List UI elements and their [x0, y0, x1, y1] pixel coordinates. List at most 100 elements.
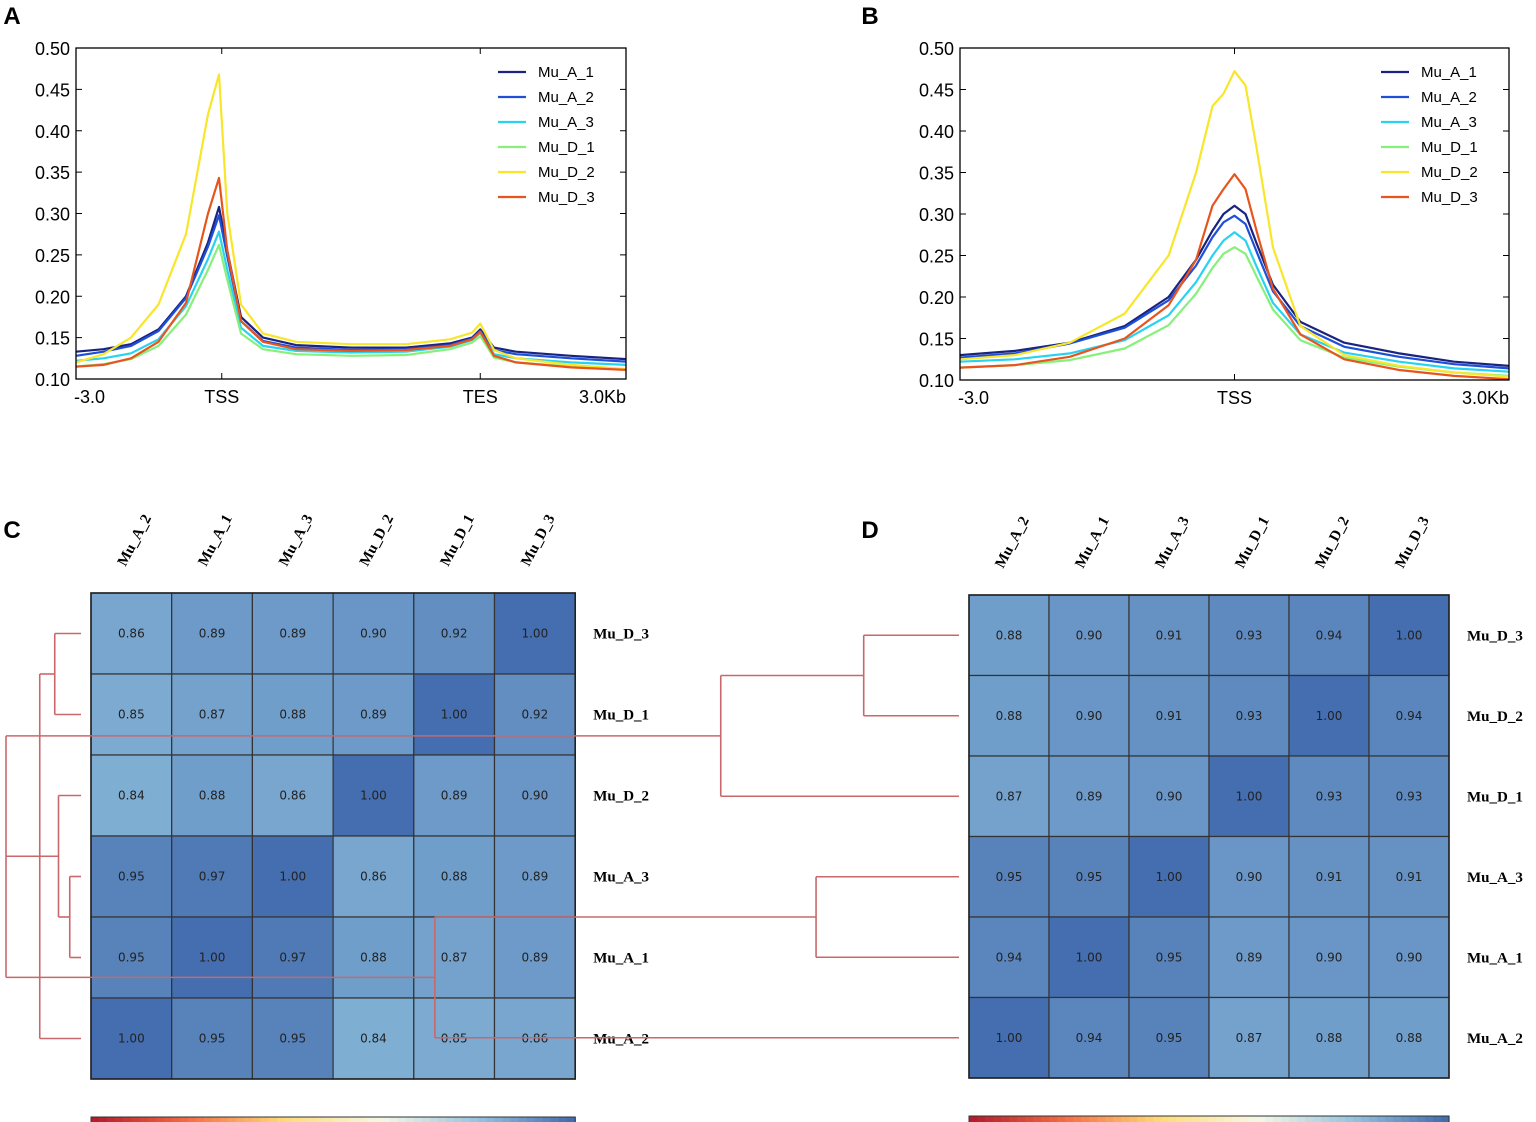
colorbar-segment — [534, 1117, 544, 1122]
colorbar-segment — [454, 1117, 463, 1122]
y-tick-label: 0.25 — [35, 246, 70, 266]
y-tick-label: 0.50 — [35, 39, 70, 59]
column-label: Mu_A_3 — [1152, 514, 1192, 571]
colorbar-segment — [478, 1117, 488, 1122]
colorbar-segment — [203, 1117, 213, 1122]
heatmap-cell — [968, 835, 1050, 918]
heatmap-cell-value: 0.89 — [199, 627, 226, 641]
y-tick-label: 0.10 — [919, 371, 954, 391]
x-tick-label: 3.0Kb — [1462, 388, 1509, 408]
colorbar-segment — [1185, 1116, 1194, 1122]
heatmap-cell-value: 1.00 — [996, 1031, 1023, 1045]
heatmap-cell — [1048, 674, 1130, 757]
heatmap-cell-value: 0.88 — [1396, 1031, 1423, 1045]
row-label: Mu_D_2 — [1467, 709, 1523, 725]
heatmap-cell — [1048, 755, 1130, 838]
row-label: Mu_A_3 — [593, 870, 649, 886]
heatmap-cell-value: 0.90 — [1076, 709, 1103, 723]
heatmap-cell-value: 0.90 — [1076, 628, 1103, 642]
heatmap-cell-value: 0.93 — [1396, 789, 1423, 803]
colorbar-segment — [139, 1117, 149, 1122]
colorbar-segment — [220, 1117, 229, 1122]
heatmap-cell-value: 0.88 — [1316, 1031, 1343, 1045]
legend-label: Mu_D_2 — [1421, 164, 1478, 181]
heatmap-cell — [171, 592, 253, 675]
colorbar-segment — [325, 1117, 334, 1122]
column-label: Mu_D_1 — [1232, 514, 1272, 571]
colorbar-segment — [462, 1117, 471, 1122]
heatmap-cell — [413, 835, 496, 918]
colorbar-segment — [1065, 1116, 1074, 1122]
colorbar-segment — [1409, 1116, 1418, 1122]
colorbar-segment — [1177, 1116, 1186, 1122]
heatmap-cell-value: 0.88 — [441, 870, 468, 884]
y-tick-label: 0.40 — [919, 122, 954, 142]
legend-label: Mu_D_3 — [1421, 189, 1478, 206]
heatmap-cell-value: 0.95 — [996, 870, 1023, 884]
colorbar-segment — [1129, 1116, 1138, 1122]
row-label: Mu_A_2 — [593, 1032, 649, 1048]
colorbar-segment — [486, 1117, 496, 1122]
colorbar-segment — [260, 1117, 270, 1122]
heatmap-cell-value: 0.89 — [279, 627, 306, 641]
colorbar-segment — [397, 1117, 407, 1122]
column-label: Mu_A_1 — [1072, 514, 1112, 571]
colorbar-segment — [1321, 1116, 1330, 1122]
x-tick-label: TES — [463, 387, 498, 407]
y-tick-label: 0.50 — [919, 39, 954, 59]
heatmap-cell-value: 0.89 — [521, 951, 548, 965]
heatmap-cell-value: 1.00 — [118, 1032, 145, 1046]
heatmap-cell — [1288, 594, 1370, 677]
colorbar-segment — [1273, 1116, 1282, 1122]
colorbar-segment — [1241, 1116, 1250, 1122]
y-tick-label: 0.40 — [35, 122, 70, 142]
y-tick-label: 0.25 — [919, 247, 954, 267]
colorbar-segment — [1345, 1116, 1354, 1122]
colorbar-segment — [333, 1117, 342, 1122]
colorbar-segment — [212, 1117, 221, 1122]
series-line-mu-d-2 — [959, 70, 1510, 378]
colorbar-segment — [1089, 1116, 1098, 1122]
y-tick-label: 0.45 — [35, 80, 70, 100]
heatmap-cell-value: 0.92 — [441, 627, 468, 641]
heatmap-cell — [493, 754, 576, 837]
colorbar-segment — [131, 1117, 141, 1122]
heatmap-cell-value: 0.89 — [1076, 789, 1103, 803]
heatmap-cell — [1368, 674, 1450, 757]
colorbar-segment — [1081, 1116, 1090, 1122]
heatmap-cell-value: 0.90 — [1396, 950, 1423, 964]
colorbar-segment — [1329, 1116, 1338, 1122]
colorbar-segment — [1257, 1116, 1266, 1122]
row-label: Mu_A_1 — [1467, 950, 1523, 966]
heatmap-cell — [1288, 916, 1370, 999]
colorbar-segment — [1361, 1116, 1370, 1122]
x-tick-label: -3.0 — [74, 387, 105, 407]
colorbar-segment — [1041, 1116, 1050, 1122]
y-tick-label: 0.35 — [35, 163, 70, 183]
row-label: Mu_D_3 — [1467, 628, 1523, 644]
heatmap-cell-value: 0.89 — [1236, 950, 1263, 964]
heatmap-cell — [251, 754, 334, 837]
colorbar-segment — [171, 1117, 181, 1122]
heatmap-cell — [1288, 674, 1370, 757]
heatmap-cell-value: 0.95 — [1156, 950, 1183, 964]
colorbar-segment — [179, 1117, 189, 1122]
colorbar-frame — [90, 1116, 576, 1122]
colorbar-segment — [494, 1117, 504, 1122]
colorbar-segment — [107, 1117, 116, 1122]
column-label: Mu_A_2 — [992, 514, 1032, 571]
row-label: Mu_D_1 — [593, 708, 649, 724]
series-line-mu-d-2 — [75, 73, 627, 371]
heatmap-cell-value: 1.00 — [1156, 870, 1183, 884]
colorbar-segment — [389, 1117, 399, 1122]
colorbar-segment — [292, 1117, 302, 1122]
colorbar-segment — [1337, 1116, 1346, 1122]
heatmap-cell-value: 0.89 — [360, 708, 387, 722]
colorbar-segment — [421, 1117, 431, 1122]
colorbar-segment — [1305, 1116, 1314, 1122]
heatmap-cell — [1048, 835, 1130, 918]
colorbar-segment — [244, 1117, 253, 1122]
heatmap-cell — [90, 673, 173, 756]
line-chart-a: 0.10 0.15 0.20 0.25 0.30 0.35 0.40 0.45 0.50 -3.0… — [35, 39, 627, 407]
legend-label: Mu_A_2 — [1421, 89, 1477, 106]
